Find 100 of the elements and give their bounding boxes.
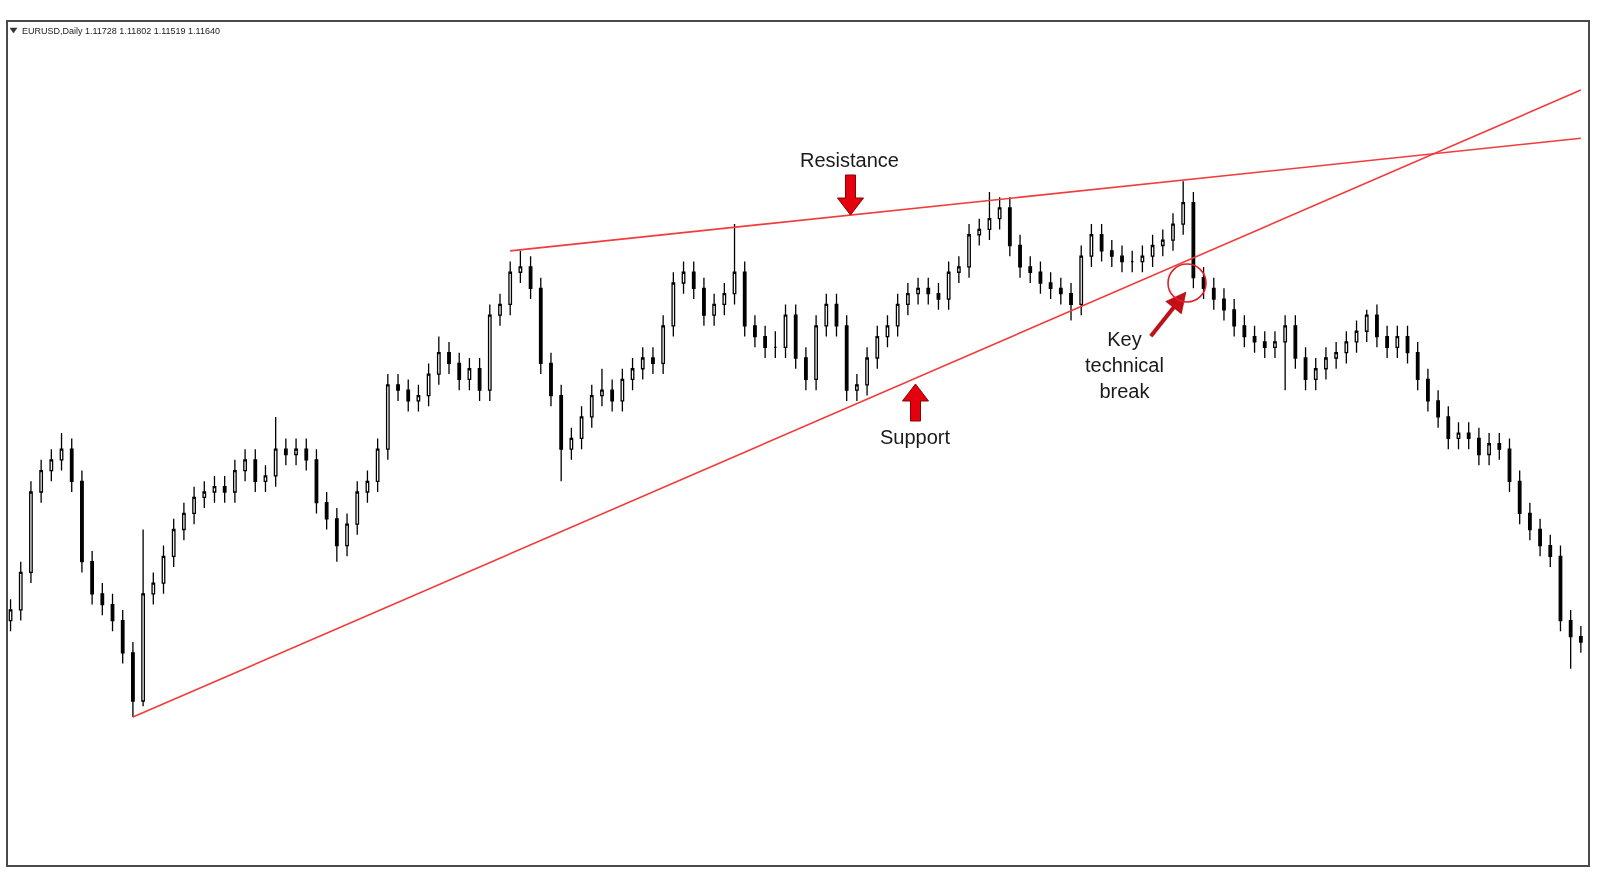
candlestick [447, 341, 451, 375]
candlestick [844, 314, 849, 402]
candlestick [814, 314, 818, 391]
candlestick [967, 223, 971, 279]
text: Resistance [800, 149, 899, 171]
candlestick [559, 384, 564, 482]
candlestick [69, 437, 74, 493]
candlestick [487, 303, 492, 402]
candlestick [457, 352, 462, 391]
candlestick [620, 368, 625, 413]
candlestick [1171, 212, 1175, 252]
candlestick [640, 346, 645, 381]
annotation: Key technical break [1085, 328, 1164, 402]
candlestick [916, 276, 920, 306]
candlestick [1140, 244, 1145, 273]
candlestick [1007, 196, 1012, 257]
candlestick [202, 480, 207, 509]
candlestick [1375, 303, 1379, 348]
candlestick [1568, 609, 1573, 670]
chart-title: EURUSD,Daily 1.11728 1.11802 1.11519 1.11640 [22, 26, 220, 37]
candlestick [905, 282, 910, 316]
candlestick [498, 293, 502, 327]
candlestick [375, 437, 380, 493]
candlestick [243, 448, 247, 482]
candlestick [1538, 518, 1542, 557]
candlestick [8, 598, 13, 632]
candlestick [1324, 346, 1328, 381]
candlestick [1191, 191, 1196, 289]
candlestick [1273, 330, 1277, 359]
candlestick [1262, 330, 1267, 359]
candlestick [936, 282, 941, 311]
candlestick [793, 303, 798, 370]
candlestick [1028, 255, 1033, 284]
candlestick [18, 561, 23, 622]
candlestick [1242, 314, 1247, 348]
candlestick [1120, 244, 1124, 273]
candlestick [589, 384, 594, 429]
candlestick [926, 276, 931, 306]
candlestick [151, 571, 156, 606]
candlestick [753, 314, 757, 348]
candlestick [141, 528, 146, 708]
candlestick [120, 609, 125, 665]
candlestick [1436, 389, 1441, 429]
candlestick [824, 293, 829, 338]
candlestick [875, 325, 880, 370]
candlestick [1578, 625, 1583, 654]
candlestick [1130, 250, 1135, 273]
candlestick [1466, 421, 1471, 450]
candlestick [1160, 228, 1165, 257]
candlestick [1293, 314, 1298, 370]
candlestick [1222, 287, 1226, 322]
candlestick [661, 314, 666, 375]
candlestick [1283, 314, 1288, 391]
candlestick [508, 260, 513, 316]
candlestick [1415, 341, 1420, 391]
candlestick [1476, 427, 1481, 466]
candlestick [671, 271, 676, 338]
candlestick [538, 276, 543, 375]
candlestick [854, 373, 859, 402]
candlestick [946, 260, 951, 311]
candlestick [273, 416, 278, 488]
candlestick [304, 437, 309, 472]
candlestick [436, 335, 441, 386]
candlestick [1517, 469, 1522, 525]
candlestick [1058, 276, 1063, 306]
candlestick [722, 282, 727, 316]
candlestick [212, 475, 217, 504]
candlestick [192, 485, 196, 525]
candlestick [865, 346, 869, 397]
candlestick [600, 368, 604, 407]
candlestick [1487, 432, 1491, 466]
candlestick [416, 384, 421, 413]
candlestick [1150, 234, 1155, 268]
candlestick [263, 464, 268, 493]
candlestick [324, 491, 329, 531]
candlestick [334, 507, 339, 563]
candlestick [1069, 282, 1073, 322]
annotation: Support [880, 426, 951, 448]
candlestick [253, 448, 258, 493]
candlestick [1527, 502, 1532, 541]
candlestick [171, 518, 176, 568]
candlestick [885, 314, 890, 348]
candlestick [702, 276, 706, 327]
candlestick [732, 223, 737, 306]
candlestick [1344, 330, 1349, 365]
candlestick [569, 427, 574, 461]
candlestick [691, 260, 696, 300]
candlestick [1364, 309, 1369, 343]
candlestick [1099, 223, 1104, 263]
candlestick [49, 448, 54, 482]
candlestick [365, 469, 370, 504]
candlestick [977, 218, 982, 247]
candlestick [1395, 325, 1400, 359]
candlestick [1497, 432, 1502, 461]
candlestick [763, 325, 768, 359]
candlestick [385, 373, 390, 461]
candlestick [396, 373, 400, 402]
candlestick [804, 346, 808, 391]
candlestick [294, 437, 298, 466]
candlestick [956, 255, 961, 284]
